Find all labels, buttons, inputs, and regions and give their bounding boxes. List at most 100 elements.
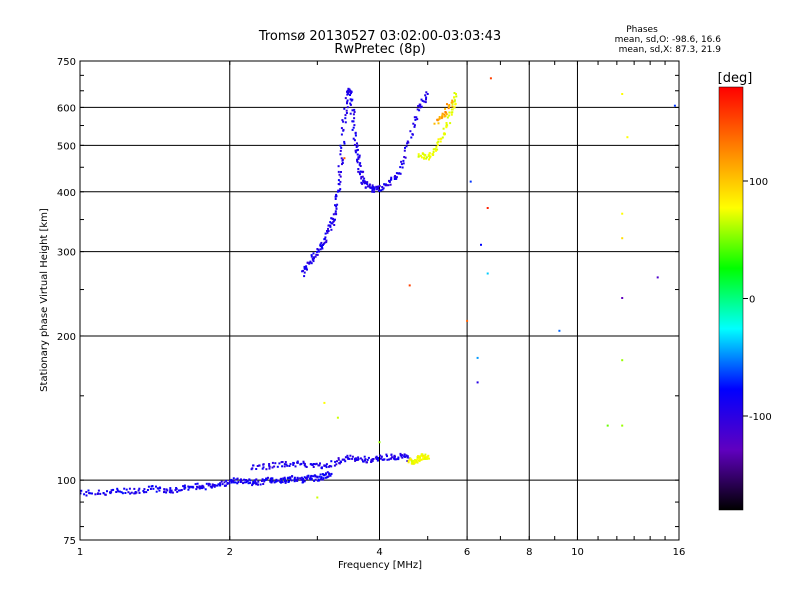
data-point	[163, 488, 166, 491]
data-point	[116, 489, 119, 492]
data-point	[123, 487, 126, 490]
y-tick-label: 100	[57, 476, 76, 487]
data-point	[420, 156, 423, 159]
data-point	[445, 126, 448, 129]
data-point	[337, 189, 340, 192]
data-point	[621, 359, 624, 362]
data-point	[451, 103, 454, 106]
data-point	[85, 491, 88, 493]
data-point	[387, 184, 390, 187]
data-point	[376, 187, 379, 190]
data-point	[183, 487, 186, 490]
data-point	[316, 479, 319, 482]
data-point	[621, 93, 624, 95]
data-point	[381, 188, 384, 191]
data-point	[263, 479, 266, 482]
data-point	[346, 456, 349, 459]
data-point	[346, 101, 349, 104]
data-point	[445, 122, 448, 124]
data-point	[357, 157, 360, 160]
data-point	[335, 205, 338, 208]
data-point	[359, 165, 362, 167]
data-point	[87, 489, 90, 492]
data-point	[437, 138, 440, 141]
data-point	[413, 124, 416, 127]
data-point	[258, 464, 261, 467]
data-point	[217, 483, 220, 486]
data-point	[280, 479, 283, 482]
data-point	[325, 472, 328, 475]
data-point	[446, 124, 449, 127]
data-point	[425, 98, 427, 101]
data-point	[419, 458, 422, 461]
data-point	[408, 284, 411, 287]
y-tick-label: 500	[57, 141, 76, 152]
data-point	[360, 177, 363, 180]
data-point	[257, 483, 259, 486]
data-point	[216, 484, 219, 487]
grid-lines	[80, 61, 679, 540]
data-point	[336, 460, 338, 463]
data-point	[353, 124, 356, 127]
data-point	[312, 256, 315, 259]
data-point	[343, 458, 346, 461]
data-point	[312, 466, 315, 468]
data-point	[213, 485, 216, 488]
data-point	[328, 465, 331, 467]
data-point	[422, 458, 425, 461]
data-point	[294, 465, 297, 468]
data-point	[364, 459, 366, 462]
data-point	[245, 479, 248, 482]
data-point	[407, 141, 410, 144]
data-point	[158, 486, 161, 489]
data-point	[450, 101, 453, 104]
data-point	[441, 116, 443, 119]
data-point	[102, 492, 105, 495]
data-point	[201, 484, 204, 487]
data-point	[418, 109, 421, 112]
data-point	[334, 212, 337, 215]
data-point	[358, 163, 361, 166]
data-point	[476, 356, 479, 359]
data-point	[138, 487, 141, 490]
data-point	[323, 473, 326, 476]
data-point	[426, 455, 429, 458]
data-point	[394, 175, 397, 177]
data-point	[340, 146, 343, 149]
data-point	[205, 482, 208, 485]
data-point	[317, 248, 320, 251]
data-point	[428, 156, 431, 159]
data-point	[284, 481, 287, 484]
data-point	[352, 113, 355, 116]
data-point	[253, 479, 256, 482]
data-point	[393, 178, 396, 180]
data-point	[428, 457, 430, 460]
data-point	[380, 455, 383, 458]
data-point	[115, 491, 118, 493]
data-point	[341, 458, 344, 461]
data-point	[165, 491, 168, 494]
data-point	[189, 485, 192, 488]
data-point	[352, 120, 355, 123]
data-point	[262, 483, 265, 485]
data-point	[325, 476, 328, 479]
x-tick-label: 6	[464, 547, 470, 558]
data-point	[338, 189, 341, 192]
data-point	[621, 237, 624, 240]
data-point	[446, 103, 448, 106]
data-point	[349, 98, 352, 101]
data-point	[397, 456, 400, 459]
data-point	[416, 118, 419, 121]
data-point	[391, 456, 393, 459]
data-point	[447, 107, 450, 110]
data-point	[362, 181, 365, 184]
data-point	[245, 481, 248, 484]
data-point	[142, 490, 145, 492]
data-point	[225, 479, 228, 482]
data-point	[349, 94, 351, 96]
data-point	[168, 491, 171, 494]
data-point	[360, 176, 363, 178]
data-point	[407, 461, 410, 464]
data-point	[426, 457, 429, 460]
data-point	[276, 465, 279, 468]
